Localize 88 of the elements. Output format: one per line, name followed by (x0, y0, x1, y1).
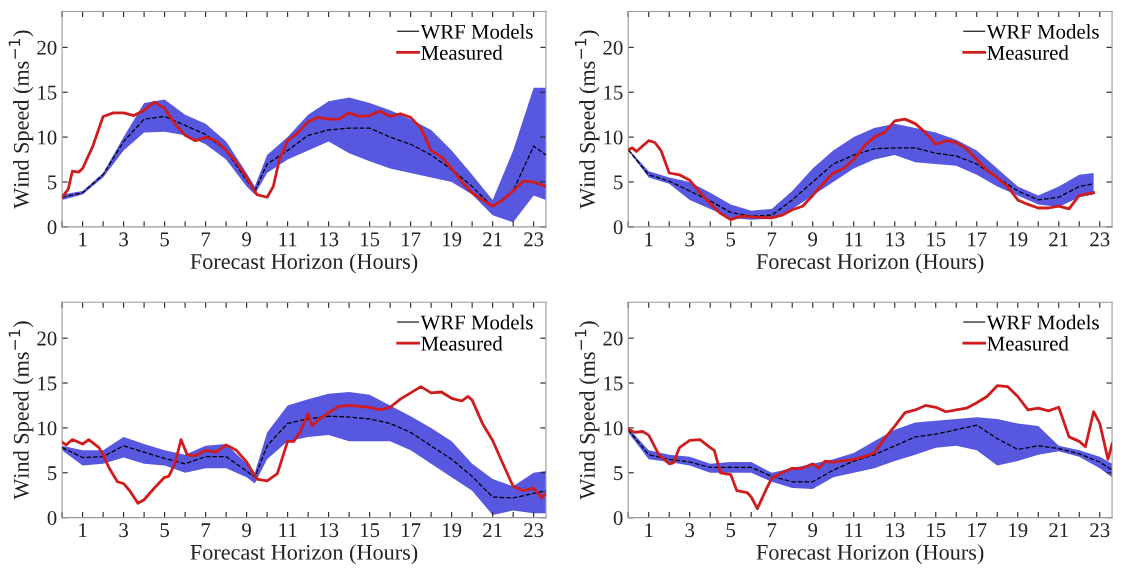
y-tick-label: 15 (604, 85, 623, 100)
x-tick-label: 3 (119, 232, 128, 247)
y-tick-label: 20 (603, 331, 623, 346)
y-tick-label: 5 (48, 466, 57, 481)
x-tick-label: 13 (886, 232, 905, 247)
x-tick-label: 21 (1049, 523, 1068, 537)
y-tick-label: 20 (37, 40, 57, 55)
x-tick-label: 7 (201, 523, 211, 537)
x-tick-label: 1 (645, 523, 653, 537)
y-tick-label: 0 (613, 220, 623, 235)
line-series (628, 424, 1113, 483)
legend-label: WRF Models (986, 24, 1099, 39)
x-tick-label: 11 (279, 523, 297, 537)
y-tick-label: 15 (604, 376, 623, 391)
legend-label: WRF Models (420, 314, 533, 330)
x-tick-label: 19 (443, 232, 462, 247)
y-tick-label: 0 (47, 220, 57, 235)
line-series (628, 147, 1095, 217)
x-tick-label: 17 (968, 232, 987, 247)
x-tick-label: 13 (320, 523, 339, 538)
x-tick-label: 15 (927, 523, 946, 538)
x-tick-label: 1 (79, 232, 87, 247)
x-tick-label: 11 (845, 523, 863, 537)
x-tick-label: 23 (1090, 232, 1110, 247)
x-tick-label: 17 (402, 523, 421, 537)
y-tick-label: 5 (614, 466, 623, 481)
legend-label: Measured (987, 45, 1069, 60)
x-tick-label: 19 (443, 523, 462, 538)
x-tick-label: 11 (279, 232, 297, 247)
x-tick-label: 15 (361, 523, 380, 538)
y-tick-label: 20 (603, 40, 623, 55)
legend-label: WRF Models (420, 24, 533, 39)
legend-label: WRF Models (986, 314, 1099, 330)
legend-label: Measured (421, 335, 503, 351)
y-tick-label: 15 (38, 85, 57, 100)
x-tick-label: 11 (845, 232, 863, 247)
x-tick-label: 17 (968, 523, 987, 537)
line-series (628, 384, 1113, 511)
y-tick-label: 15 (38, 376, 57, 391)
x-tick-label: 5 (160, 232, 169, 247)
x-axis-title: Forecast Horizon (Hours) (190, 544, 418, 565)
x-axis-title: Forecast Horizon (Hours) (756, 544, 984, 565)
x-tick-label: 1 (645, 232, 653, 247)
x-tick-label: 9 (808, 523, 818, 538)
x-tick-label: 23 (1090, 523, 1110, 538)
x-tick-label: 7 (767, 232, 777, 247)
y-tick-label: 10 (38, 130, 57, 145)
legend-label: Measured (987, 335, 1069, 351)
y-tick-label: 10 (604, 130, 623, 145)
x-tick-label: 13 (320, 232, 339, 247)
x-axis-title: Forecast Horizon (Hours) (756, 253, 984, 274)
x-tick-label: 19 (1009, 232, 1028, 247)
x-tick-label: 9 (242, 523, 251, 538)
x-tick-label: 13 (886, 523, 905, 538)
x-tick-label: 15 (361, 232, 380, 247)
x-tick-label: 5 (726, 232, 736, 247)
x-tick-label: 21 (1049, 232, 1068, 247)
x-tick-label: 5 (160, 523, 169, 538)
y-tick-label: 20 (37, 331, 57, 346)
x-tick-label: 9 (242, 232, 251, 247)
y-tick-label: 10 (604, 421, 623, 436)
x-tick-label: 21 (483, 232, 502, 247)
x-axis-title: Forecast Horizon (Hours) (190, 253, 418, 274)
x-tick-label: 3 (119, 523, 128, 538)
x-tick-label: 21 (483, 523, 502, 537)
x-tick-label: 23 (524, 232, 544, 247)
x-tick-label: 9 (808, 232, 818, 247)
x-tick-label: 5 (726, 523, 736, 538)
x-tick-label: 19 (1009, 523, 1028, 538)
x-tick-label: 3 (685, 523, 695, 538)
line-series (62, 415, 546, 499)
x-tick-label: 23 (524, 523, 544, 538)
y-axis-title: Wind Speed (ms$^{−1}$) (574, 321, 600, 500)
y-axis-title: Wind Speed (ms$^{−1}$) (8, 30, 34, 209)
y-tick-label: 5 (614, 175, 623, 190)
y-tick-label: 5 (48, 175, 57, 190)
x-tick-label: 1 (79, 523, 87, 537)
x-tick-label: 17 (402, 232, 421, 247)
y-axis-title: Wind Speed (ms$^{−1}$) (8, 321, 34, 500)
y-tick-label: 10 (38, 421, 57, 436)
x-tick-label: 7 (767, 523, 777, 537)
y-tick-label: 0 (47, 511, 57, 526)
x-tick-label: 3 (685, 232, 695, 247)
x-tick-label: 7 (201, 232, 211, 247)
legend-label: Measured (421, 45, 503, 60)
y-axis-title: Wind Speed (ms$^{−1}$) (574, 30, 600, 209)
x-tick-label: 15 (927, 232, 946, 247)
y-tick-label: 0 (613, 511, 623, 526)
